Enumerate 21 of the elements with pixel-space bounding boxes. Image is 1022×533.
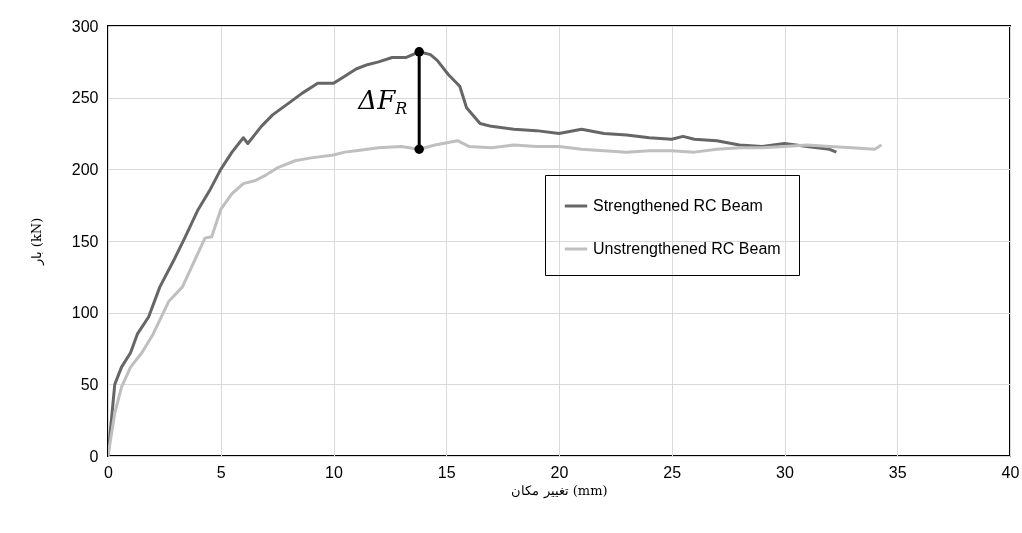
y-tick-label: 200 — [71, 160, 99, 178]
line-series — [108, 139, 883, 456]
x-tick-label: 15 — [437, 463, 456, 481]
y-tick-label: 150 — [71, 232, 99, 250]
y-tick-label: 250 — [71, 89, 99, 107]
x-axis-title: تغییر مکان (mm) — [511, 482, 608, 499]
y-tick-label: 300 — [71, 17, 99, 35]
y-axis-title: بار (kN) — [28, 217, 45, 267]
x-tick-label: 25 — [663, 463, 682, 481]
x-tick-label: 30 — [776, 463, 794, 481]
x-tick-label: 40 — [1001, 463, 1020, 481]
y-tick-label: 50 — [80, 375, 99, 393]
x-tick-label: 35 — [888, 463, 907, 481]
x-tick-label: 20 — [550, 463, 569, 481]
y-tick-label: 100 — [71, 304, 99, 322]
x-tick-label: 5 — [216, 463, 226, 481]
x-tick-label: 0 — [104, 463, 114, 481]
x-tick-label: 10 — [325, 463, 343, 481]
legend-label: Strengthened RC Beam — [593, 197, 763, 214]
y-tick-label: 0 — [89, 447, 99, 465]
legend-label: Unstrengthened RC Beam — [593, 240, 781, 257]
